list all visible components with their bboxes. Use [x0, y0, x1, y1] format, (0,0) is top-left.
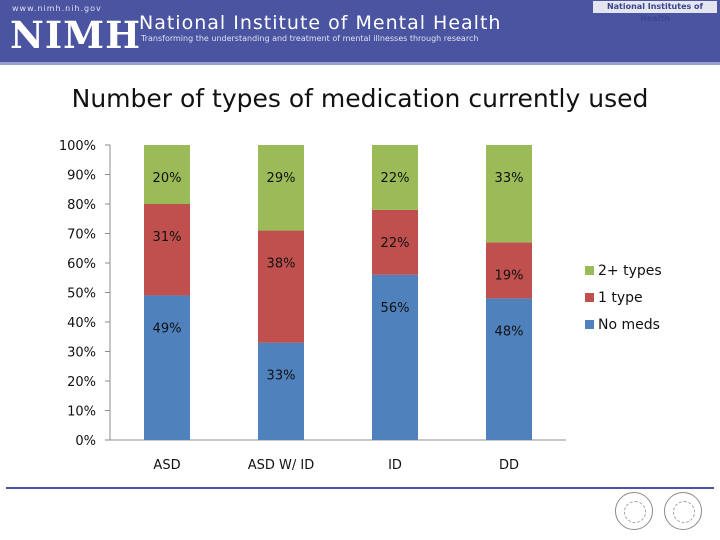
bar-segment [144, 295, 190, 440]
x-tick-label: DD [499, 458, 519, 473]
data-label: 38% [267, 257, 296, 272]
y-tick-label: 40% [67, 316, 96, 331]
legend-swatch [585, 320, 594, 329]
footer-rule [6, 487, 714, 489]
data-label: 22% [381, 236, 410, 251]
stacked-bar-chart: 0% 10% 20% 30% 40% 50% 60% 70% 80% 90% 100% 49% 31% 2… [59, 139, 662, 473]
y-tick-label: 90% [67, 169, 96, 184]
y-tick-label: 60% [67, 257, 96, 272]
chart-title: Number of types of medication currently … [71, 84, 649, 113]
bar-segment [144, 204, 190, 296]
y-tick-label: 30% [67, 346, 96, 361]
x-tick-label: ID [388, 458, 402, 473]
header-banner: www.nimh.nih.gov NIMH National Institute… [0, 0, 720, 62]
y-tick-label: 0% [75, 434, 96, 449]
nimh-logo: NIMH [10, 13, 142, 57]
y-tick-label: 10% [67, 405, 96, 420]
y-tick-label: 100% [59, 139, 96, 154]
data-label: 29% [267, 171, 296, 186]
data-label: 19% [495, 268, 524, 283]
data-label: 31% [153, 230, 182, 245]
nih-tag: National Institutes of Health [593, 1, 717, 23]
bar-segment [372, 209, 418, 275]
banner-stripe [0, 62, 720, 65]
y-tick-label: 80% [67, 198, 96, 213]
bar-segment [144, 145, 190, 204]
y-tick-label: 20% [67, 375, 96, 390]
legend-label: 1 type [598, 290, 643, 306]
x-tick-label: ASD [153, 458, 180, 473]
hhs-eagle-icon [664, 492, 702, 530]
data-label: 22% [381, 171, 410, 186]
bar-segment [258, 230, 304, 343]
legend-label: 2+ types [598, 263, 662, 279]
bar-segment [258, 342, 304, 440]
bar-segment [486, 242, 532, 299]
institute-tagline: Transforming the understanding and treat… [141, 34, 479, 43]
data-label: 33% [267, 369, 296, 384]
legend-swatch [585, 293, 594, 302]
legend-swatch [585, 266, 594, 275]
institute-name: National Institute of Mental Health [139, 12, 502, 34]
bar-segment [486, 145, 532, 243]
data-label: 48% [495, 324, 524, 339]
hhs-seal-icon [615, 492, 653, 530]
bar-segment [372, 145, 418, 210]
y-tick-label: 50% [67, 287, 96, 302]
website-url: www.nimh.nih.gov [12, 4, 102, 13]
data-label: 56% [381, 301, 410, 316]
data-label: 20% [153, 171, 182, 186]
x-tick-label: ASD W/ ID [248, 458, 315, 473]
data-label: 49% [153, 321, 182, 336]
bar-segment [372, 274, 418, 440]
legend-label: No meds [598, 317, 660, 333]
y-tick-label: 70% [67, 228, 96, 243]
data-label: 33% [495, 171, 524, 186]
bar-segment [258, 145, 304, 231]
bar-segment [486, 298, 532, 440]
